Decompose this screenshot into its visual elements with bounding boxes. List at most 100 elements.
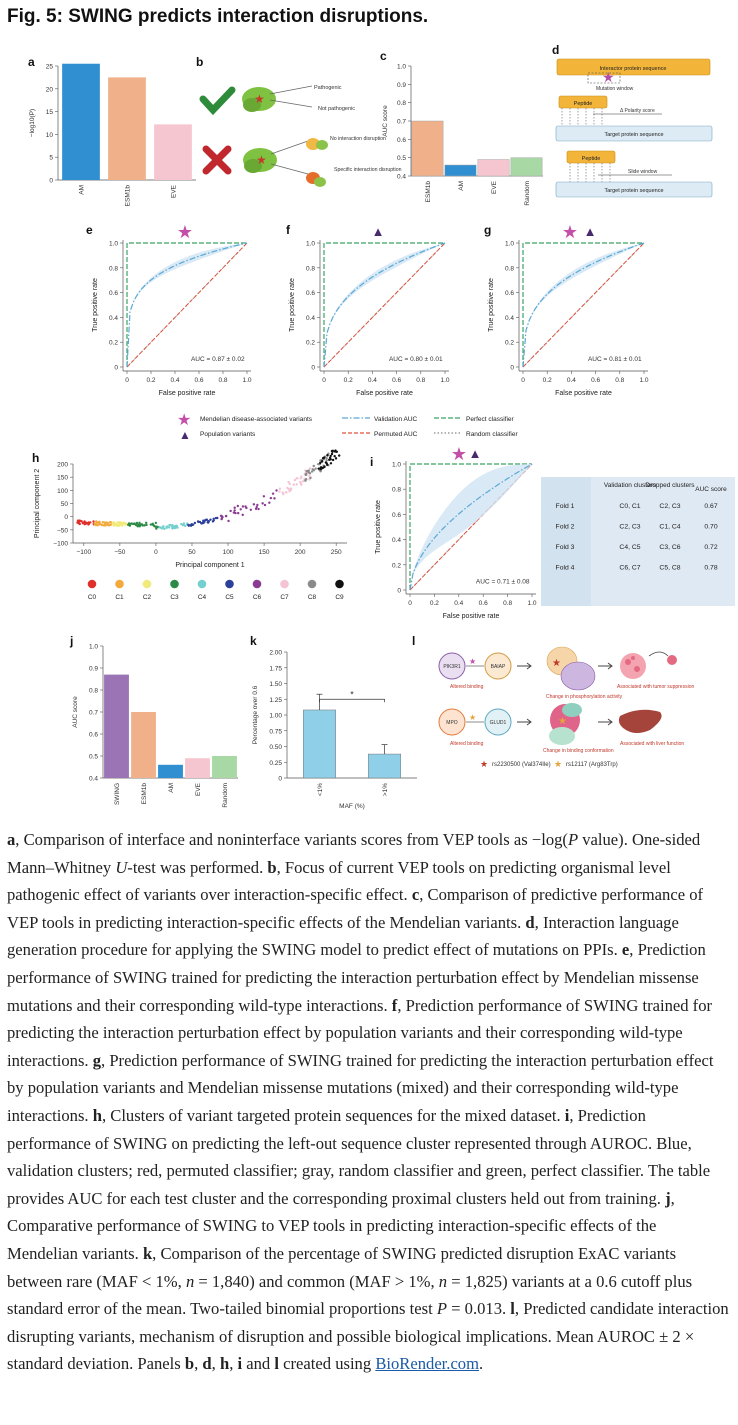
i-ytick-label: 0	[397, 588, 401, 595]
h-legend-label: C8	[308, 594, 317, 601]
mutation-window-label: Mutation window	[596, 86, 634, 92]
target-sequence-box	[555, 125, 713, 142]
k-ytick-label: 0.25	[269, 760, 282, 767]
h-point	[293, 478, 297, 482]
peptide-box	[558, 95, 608, 109]
h-point	[155, 527, 158, 530]
e-xtick-label: 1.0	[242, 377, 251, 384]
caption-panel-ref: b	[184, 1354, 195, 1374]
h-ytick-label: −100	[53, 541, 68, 548]
panel-letter-b: b	[196, 55, 203, 69]
mendelian-star-icon-g: ★	[562, 222, 578, 242]
h-point	[158, 526, 161, 529]
h-point	[319, 466, 323, 469]
k-ytick-label: 1.00	[269, 713, 282, 720]
fold-header-auc: AUC score	[695, 486, 727, 493]
g-validation-curve	[522, 242, 645, 368]
panel-letter-l: l	[412, 634, 415, 648]
e-permuted-line	[126, 242, 248, 368]
h-x-label: Principal component 1	[175, 562, 244, 569]
g-ytick-label: 0.4	[505, 315, 514, 322]
panel-letter-j: j	[69, 634, 73, 648]
caption-italic: U	[115, 857, 128, 877]
k-y-label: Percentage over 0.6	[252, 685, 259, 744]
f-validation-curve	[323, 242, 446, 368]
star-icon-2: ★	[256, 153, 267, 167]
h-point	[263, 503, 267, 507]
c-ytick-label: 0.6	[397, 137, 406, 144]
a-ytick-label: 20	[46, 86, 54, 93]
c-ytick-label: 0.9	[397, 82, 406, 89]
fold-row-label: Fold 1	[556, 503, 575, 510]
g-ytick-label: 1.0	[505, 241, 514, 248]
h-point	[325, 456, 328, 460]
i-ytick-label: 0.8	[392, 487, 401, 494]
j-ytick-label: 0.9	[89, 666, 98, 673]
a-ytick-label: 10	[46, 132, 54, 139]
no-disruption-label: No interaction disruption	[330, 136, 386, 142]
altered-binding-1: Altered binding	[450, 684, 484, 690]
h-point	[326, 453, 329, 457]
peptide-box-2	[566, 150, 616, 164]
k-ytick-label: 0.50	[269, 744, 282, 751]
h-point	[118, 523, 122, 526]
j-ytick-label: 1.0	[89, 644, 98, 651]
f-ytick-label: 1.0	[306, 241, 315, 248]
a-ytick-label: 25	[46, 64, 54, 71]
legend-perfect: Perfect classifier	[466, 416, 515, 423]
h-point	[204, 518, 207, 522]
h-point	[314, 467, 317, 470]
h-point	[211, 520, 215, 523]
h-point	[96, 524, 99, 527]
h-point	[193, 521, 197, 525]
glud1-label: GLUD1	[490, 720, 507, 726]
biorender-link[interactable]: BioRender.com	[375, 1354, 480, 1374]
j-category-label: ESM1b	[141, 783, 148, 805]
h-point	[76, 521, 79, 524]
h-legend-label: C7	[280, 594, 289, 601]
legend-permuted: Permuted AUC	[374, 431, 418, 438]
h-legend-label: C2	[143, 594, 152, 601]
h-point	[234, 511, 237, 515]
h-point	[331, 449, 334, 453]
j-bar	[185, 758, 210, 778]
liver-icon	[618, 709, 662, 733]
k-x-label: MAF (%)	[339, 803, 365, 810]
h-point	[176, 526, 179, 529]
f-xtick-label: 0.2	[344, 377, 353, 384]
h-point	[317, 467, 320, 470]
h-point	[236, 504, 240, 508]
f-ytick-label: 0.4	[306, 315, 315, 322]
chart-c: 0.4 0.5 0.6 0.7 0.8 0.9 1.0 ESM1b AM EVE Random AUC…	[382, 64, 543, 206]
i-ytick-label: 0.6	[392, 512, 401, 519]
e-validation-curve	[126, 242, 248, 368]
caption-panel-ref: h	[219, 1354, 230, 1374]
chart-g: 00 0.2 0.2 0.4 0.4 0.6 0.6 0.8 0.8 1.0 1.0 AUC = 0.…	[488, 240, 649, 397]
arrow-icon-1	[517, 662, 532, 670]
h-point	[311, 468, 314, 471]
k-ytick-label: 1.75	[269, 665, 282, 672]
panel-l-illustration: PIK3R1 ★ BAIAP Altered binding ★ Change …	[438, 646, 694, 769]
h-ytick-label: 150	[57, 475, 68, 482]
h-ytick-label: 50	[61, 501, 69, 508]
h-point	[100, 523, 104, 527]
j-category-label: SWING	[114, 783, 121, 805]
h-point	[212, 517, 215, 521]
e-ytick-label: 0.4	[109, 315, 118, 322]
k-significance-label: *	[350, 689, 354, 699]
mendelian-star-icon-i: ★	[451, 444, 467, 464]
check-icon	[199, 86, 236, 116]
h-point	[140, 523, 144, 526]
interactor-sequence-label: Interactor protein sequence	[600, 66, 667, 72]
legend-validation: Validation AUC	[374, 416, 418, 423]
h-point	[224, 514, 228, 518]
caption-panel-ref: g	[92, 1050, 102, 1070]
legend-random: Random classifier	[466, 431, 518, 438]
i-ytick-label: 1.0	[392, 462, 401, 469]
h-point	[257, 507, 260, 511]
panel-letter-d: d	[552, 43, 559, 57]
h-point	[104, 524, 108, 527]
g-xtick-label: 1.0	[639, 377, 648, 384]
h-point	[309, 476, 312, 480]
h-point	[135, 521, 139, 525]
